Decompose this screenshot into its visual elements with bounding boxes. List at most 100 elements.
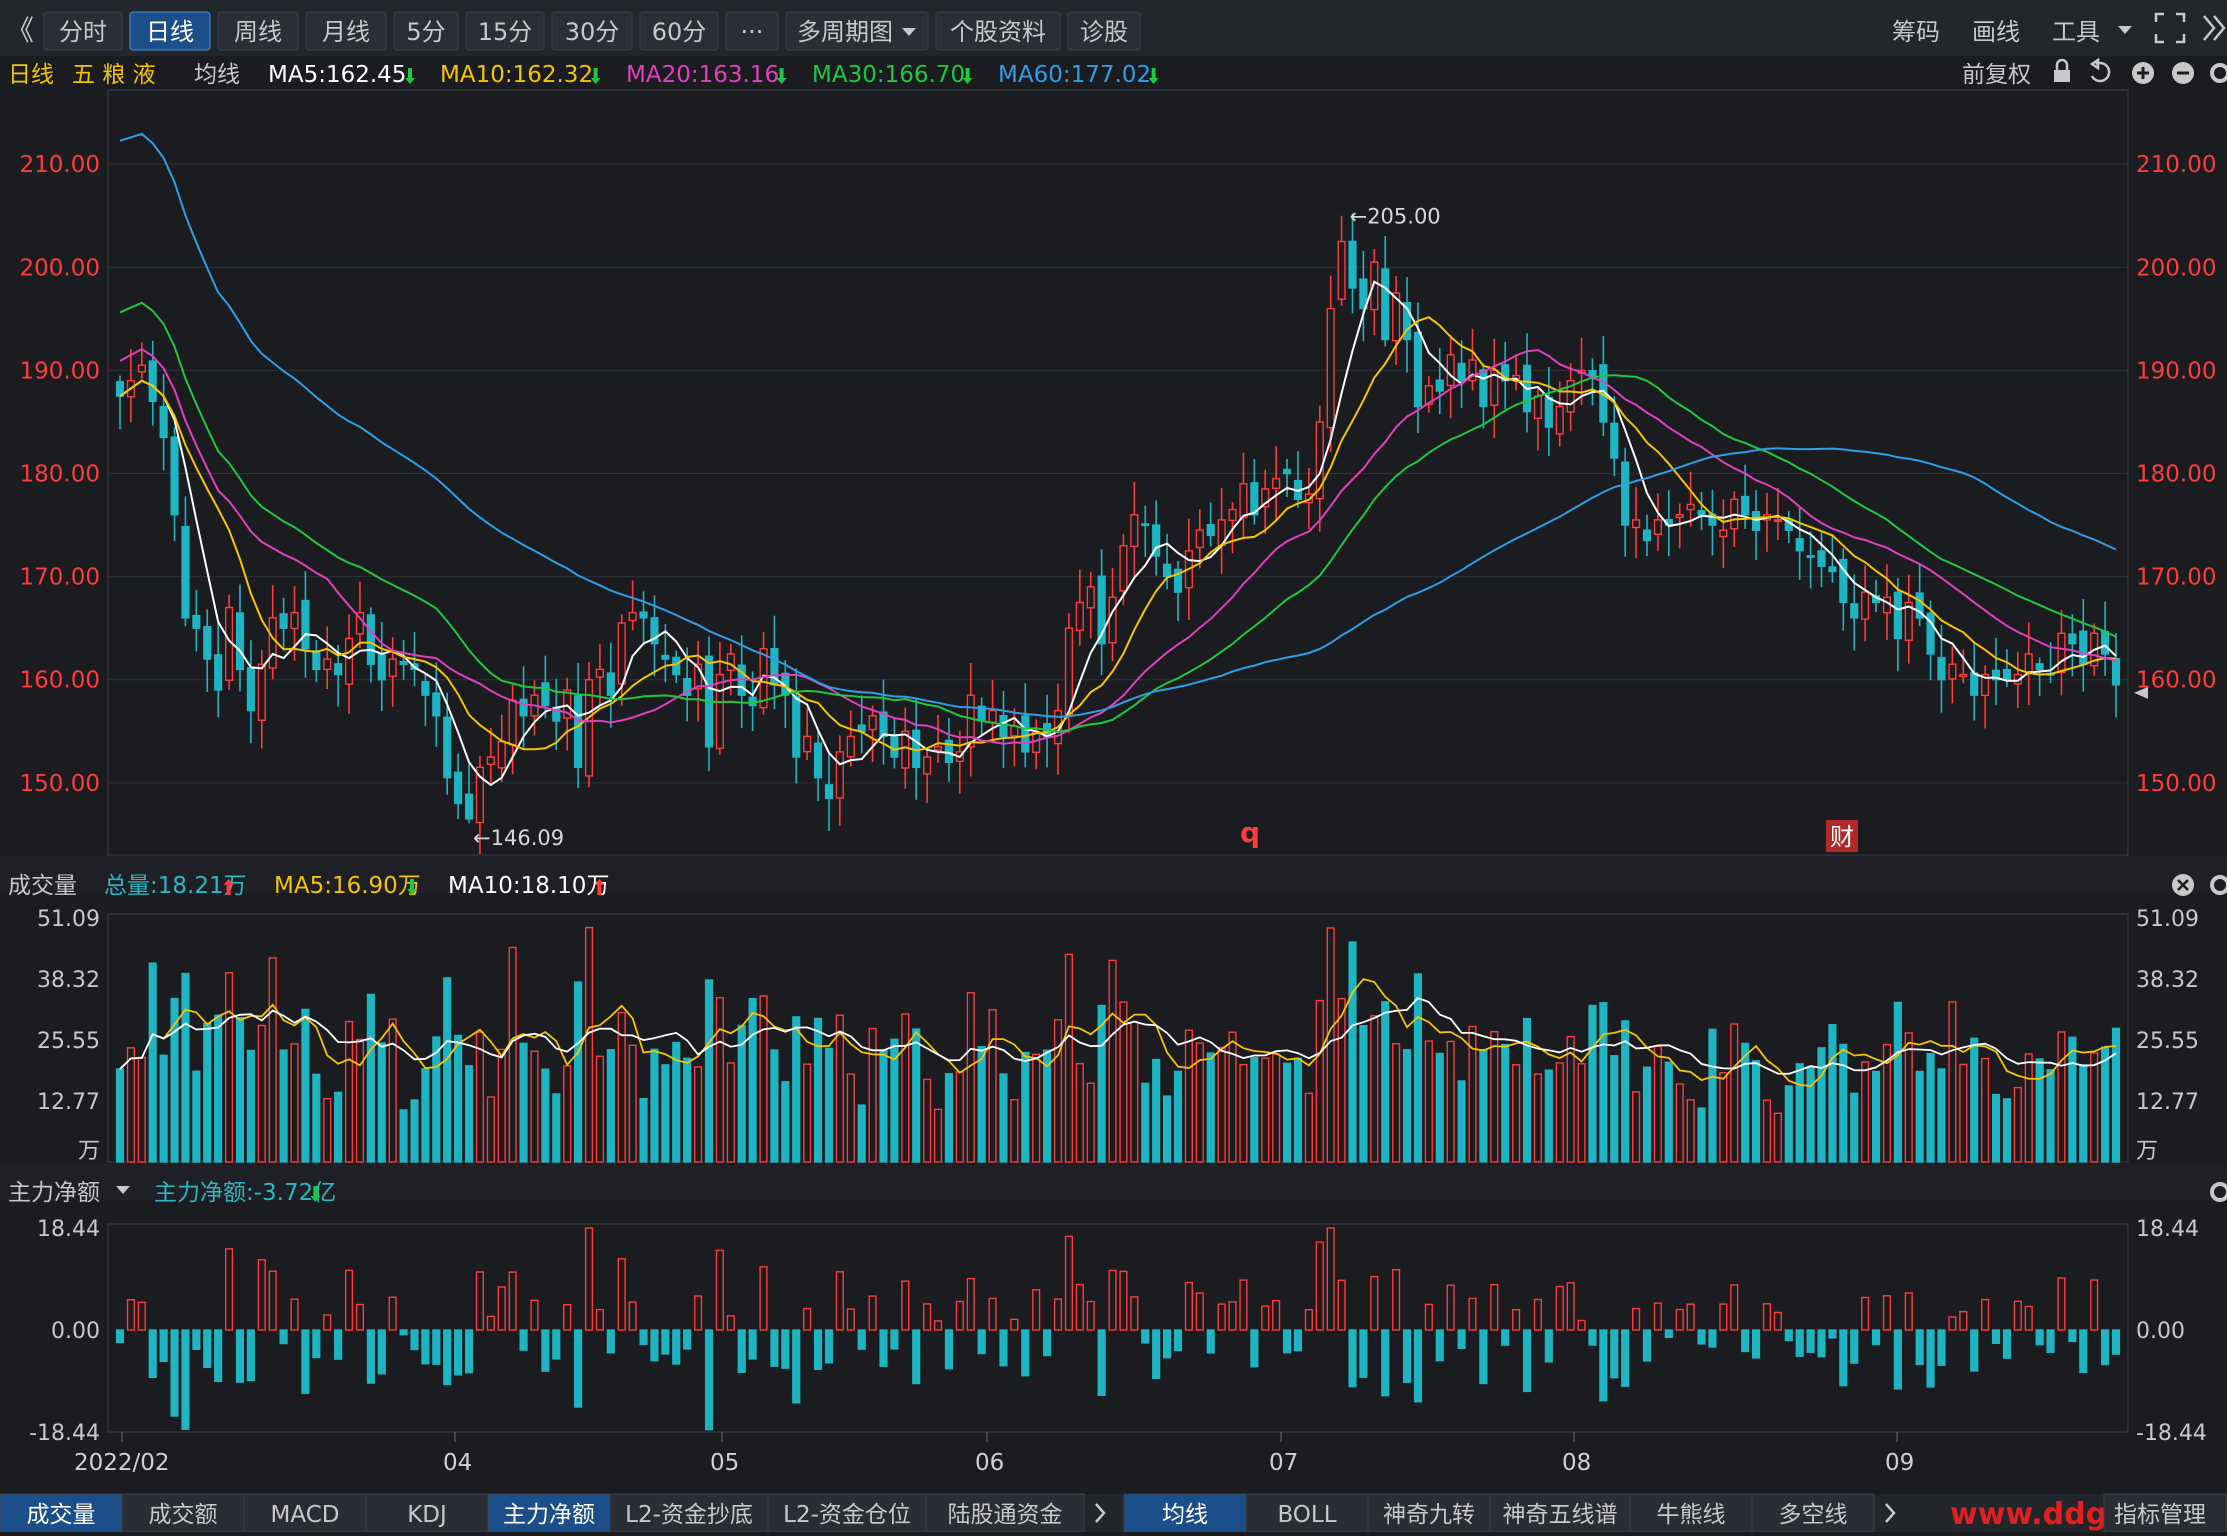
flow-panel-title[interactable]: 主力净额 [8,1180,100,1206]
volume-bar[interactable] [584,926,594,1163]
net-flow-bar[interactable] [192,1329,201,1350]
net-flow-bar[interactable] [1108,1269,1117,1331]
volume-bar[interactable] [2024,1053,2033,1163]
candle[interactable] [606,672,615,696]
volume-bar[interactable] [672,1041,681,1163]
volume-bar[interactable] [224,972,234,1163]
volume-bar[interactable] [1108,959,1117,1163]
volume-bar[interactable] [1948,1001,1957,1163]
volume-bar[interactable] [650,1048,659,1163]
net-flow-bar[interactable] [1882,1295,1892,1331]
net-flow-bar[interactable] [1293,1329,1303,1352]
net-flow-bar[interactable] [290,1298,299,1331]
candle[interactable] [1937,656,1946,681]
candle[interactable] [1904,601,1913,641]
net-flow-bar[interactable] [988,1297,997,1331]
volume-bar[interactable] [159,1054,168,1163]
candle[interactable] [2068,633,2077,645]
net-flow-bar[interactable] [584,1227,594,1331]
volume-bar[interactable] [1555,1062,1564,1163]
volume-bar[interactable] [1501,1043,1510,1163]
candle[interactable] [584,679,594,777]
candle[interactable] [1675,514,1684,519]
net-flow-bar[interactable] [1577,1319,1586,1331]
volume-bar[interactable] [563,1065,572,1163]
volume-bar[interactable] [770,1049,779,1163]
volume-bar[interactable] [443,977,452,1163]
volume-bar[interactable] [432,1036,441,1163]
volume-bar[interactable] [1195,1042,1204,1163]
net-flow-bar[interactable] [1402,1329,1412,1384]
volume-bar[interactable] [759,995,768,1163]
candle[interactable] [1850,603,1859,619]
candle[interactable] [617,622,626,685]
net-flow-bar[interactable] [661,1329,670,1355]
volume-bar[interactable] [1304,1092,1313,1163]
net-flow-bar[interactable] [344,1269,354,1331]
net-flow-bar[interactable] [2068,1329,2077,1343]
candle[interactable] [595,668,604,678]
candle[interactable] [497,740,506,769]
net-flow-bar[interactable] [475,1271,485,1331]
candle[interactable] [290,611,299,630]
net-flow-bar[interactable] [1413,1329,1423,1403]
volume-bar[interactable] [519,1042,528,1163]
candle[interactable] [901,730,910,769]
indicator-tab-3[interactable] [365,1493,489,1533]
net-flow-bar[interactable] [1021,1329,1030,1377]
volume-bar[interactable] [1773,1112,1782,1163]
candle[interactable] [432,692,441,717]
volume-bar[interactable] [334,1091,343,1163]
candle[interactable] [1555,405,1564,435]
net-flow-bar[interactable] [1708,1329,1717,1348]
net-flow-bar[interactable] [955,1300,964,1331]
volume-bar[interactable] [312,1073,321,1163]
net-flow-bar[interactable] [1141,1329,1150,1344]
candle[interactable] [1490,369,1499,406]
volume-bar[interactable] [410,1099,419,1163]
volume-bar[interactable] [803,1063,812,1163]
volume-bar[interactable] [1130,1021,1139,1163]
net-flow-bar[interactable] [1741,1329,1750,1353]
volume-bar[interactable] [912,1028,921,1163]
volume-bar[interactable] [1675,1083,1684,1163]
volume-bar[interactable] [639,1098,648,1163]
candle[interactable] [301,599,310,650]
volume-bar[interactable] [1152,1058,1161,1163]
net-flow-bar[interactable] [639,1329,648,1346]
net-flow-bar[interactable] [1632,1307,1641,1331]
volume-bar[interactable] [1970,1037,1979,1163]
volume-bar[interactable] [1599,1002,1608,1163]
volume-bar[interactable] [606,1049,615,1163]
period-tab-0[interactable] [43,11,123,51]
candle[interactable] [2079,630,2088,665]
net-flow-bar[interactable] [813,1329,823,1371]
candle[interactable] [1141,523,1150,527]
bottom-tab-bar[interactable]: 成交量 成交额 MACD KDJ 主力净额 L2-资金抄底 L2-资金仓位 陆股通资金 均线 BO… [0,1493,2227,1533]
net-flow-bar[interactable] [421,1329,430,1365]
volume-bar[interactable] [1686,1099,1695,1163]
candle[interactable] [933,746,943,751]
net-flow-bar[interactable] [1697,1329,1706,1345]
net-flow-bar[interactable] [1533,1298,1543,1331]
net-flow-bar[interactable] [1272,1300,1281,1331]
volume-bar[interactable] [813,1017,823,1163]
net-flow-bar[interactable] [595,1308,604,1331]
candle[interactable] [181,525,190,619]
net-flow-bar[interactable] [1315,1241,1324,1331]
candle[interactable] [508,699,517,746]
net-flow-bar[interactable] [628,1301,637,1331]
net-flow-bar[interactable] [224,1248,234,1331]
candle[interactable] [443,716,452,779]
volume-bar[interactable] [541,1068,550,1163]
volume-bar[interactable] [170,997,179,1163]
volume-bar[interactable] [1119,1001,1128,1163]
candle[interactable] [203,626,212,660]
net-flow-bar[interactable] [1850,1329,1859,1364]
net-flow-bar[interactable] [432,1329,441,1365]
volume-bar[interactable] [115,1068,125,1163]
net-flow-bar[interactable] [944,1329,954,1370]
candle[interactable] [1544,396,1553,428]
net-flow-bar[interactable] [574,1329,583,1408]
volume-bar[interactable] [1315,999,1324,1163]
